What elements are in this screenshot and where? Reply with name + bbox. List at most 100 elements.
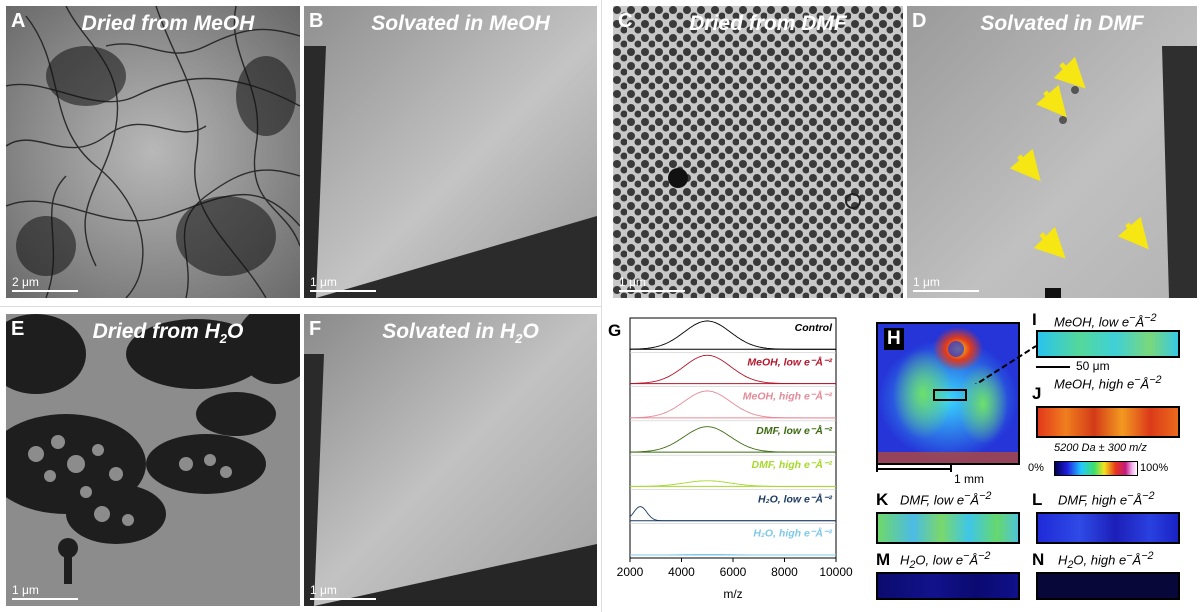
panel-b-scale-bar [310,290,376,292]
panel-j-label-sup1: − [1134,374,1141,386]
panel-f-title-sub: 2 [515,331,523,347]
panel-c-scale-bar [619,290,685,292]
panel-a-image [6,6,300,298]
x-tick-label: 10000 [819,565,853,579]
panel-n-label-rest: Å [1132,552,1142,568]
arrow-markers [1009,56,1149,259]
panel-m-label-main: O, low e [915,552,964,568]
panel-j-label-sup2: −2 [1149,374,1162,386]
series-line [630,480,836,487]
x-tick-label: 2000 [617,565,644,579]
panel-a-scalebar: 2 μm [12,275,78,292]
panel-i-label-sup2: −2 [1144,312,1157,324]
panel-i-label-rest: Å [1135,314,1145,330]
grid-divider-horizontal [0,306,601,307]
panel-m-label-sub: 2 [909,558,916,571]
panel-m-label: H2O, low e−Å−2 [900,550,990,571]
panel-i-scale-label: 50 μm [1076,359,1110,373]
panel-i-scalebar [1036,366,1070,368]
panel-n-heatmap [1036,572,1180,600]
panel-d-scalebar: 1 μm [913,275,979,292]
panel-l-letter: L [1032,490,1043,509]
panel-f-title-end: O [522,320,539,343]
panel-m-label-sup2: −2 [978,550,991,562]
panel-c: C Dried from DMF 1 μm [613,6,903,298]
panel-e-image [6,314,300,606]
panel-l-label-sup2: −2 [1142,490,1155,502]
panel-l-heatmap [1036,512,1180,544]
panel-a-scale-label: 2 μm [12,275,39,289]
panel-f-scale-label: 1 μm [310,583,337,597]
panel-f-letter: F [309,318,322,340]
panel-k-label-sup2: −2 [979,490,992,502]
panel-d-image [907,6,1197,298]
panel-e-title: Dried from H2O [36,320,300,346]
panel-h-scalebar [876,468,950,470]
panel-b-image [304,6,597,298]
panel-b-title: Solvated in MeOH [371,12,550,35]
panel-c-letter: C [618,10,633,32]
panel-h-connector [974,345,1037,384]
panel-g: G Control MeOH, low e⁻Å⁻² MeOH, high e⁻Å⁻² D… [604,314,862,610]
panel-a: A Dried from MeOH 2 μm [6,6,300,298]
panel-k-heatmap [876,512,1020,544]
panel-i-label: MeOH, low e−Å−2 [1054,312,1157,329]
panel-j-letter: J [1032,384,1042,403]
panel-a-letter: A [11,10,26,32]
panel-m-label-rest: Å [969,552,979,568]
panel-d-title: Solvated in DMF [980,12,1144,35]
panel-f-title-main: Solvated in H [382,320,516,343]
panel-d-scale-bar [913,290,979,292]
x-tick-label: 4000 [668,565,695,579]
panel-j-label-main: MeOH, high e [1054,376,1135,392]
panel-n-label: H2O, high e−Å−2 [1058,550,1154,571]
colorbar-max-label: 100% [1140,462,1169,474]
panel-n-label-sup2: −2 [1141,550,1154,562]
panel-k-label-rest: Å [970,492,980,508]
panel-m-heatmap [876,572,1020,600]
panel-d-scale-label: 1 μm [913,275,940,289]
panel-i-label-main: MeOH, low e [1054,314,1130,330]
panel-e-letter: E [11,318,25,340]
colorbar-min-label: 0% [1028,462,1044,474]
panel-b-letter: B [309,10,324,32]
panel-c-title: Dried from DMF [689,12,847,35]
panel-k-label-main: DMF, low e [900,492,965,508]
panel-b: B Solvated in MeOH 1 μm [304,6,597,298]
panel-d: D Solvated in DMF 1 μm [907,6,1197,298]
panel-n-label-sup1: − [1126,550,1133,562]
panel-b-scalebar: 1 μm [310,275,376,292]
series-label: DMF, low e⁻Å⁻² [756,424,832,437]
panel-d-letter: D [912,10,927,32]
panel-h-scale-ticks [876,464,952,472]
panel-f: F Solvated in H2O 1 μm [304,314,597,606]
colorbar [1054,461,1138,476]
panel-i-letter: I [1032,310,1037,329]
colorbar-title: 5200 Da ± 300 m/z [1054,442,1147,454]
series-label: H₂O, low e⁻Å⁻² [758,492,833,505]
series-label: H₂O, high e⁻Å⁻² [753,527,832,540]
x-axis-label: m/z [723,587,742,601]
panel-f-image [304,314,597,606]
panel-l-label-rest: Å [1133,492,1143,508]
panel-m-letter: M [876,550,891,569]
x-tick-label: 8000 [771,565,798,579]
series-label: MeOH, low e⁻Å⁻² [747,355,832,368]
panel-a-scale-bar [12,290,78,292]
panel-l-label: DMF, high e−Å−2 [1058,490,1155,507]
panel-n-label-pre: H [1058,552,1068,568]
panel-c-scale-label: 1 μm [619,275,646,289]
panel-f-scale-bar [310,598,376,600]
panel-i-heatmap [1036,330,1180,358]
series-label: Control [795,322,833,334]
panel-k-label: DMF, low e−Å−2 [900,490,991,507]
panel-n-letter: N [1032,550,1045,569]
panel-n-label-main: O, high e [1073,552,1127,568]
panel-e-scale-label: 1 μm [12,583,39,597]
panel-h-letter: H [884,328,904,350]
panel-h-scale-label: 1 mm [954,472,984,486]
series-label: MeOH, high e⁻Å⁻² [743,390,833,403]
panel-f-title: Solvated in H2O [324,320,597,346]
panel-f-scalebar: 1 μm [310,583,376,600]
series-label: DMF, high e⁻Å⁻² [752,458,833,471]
